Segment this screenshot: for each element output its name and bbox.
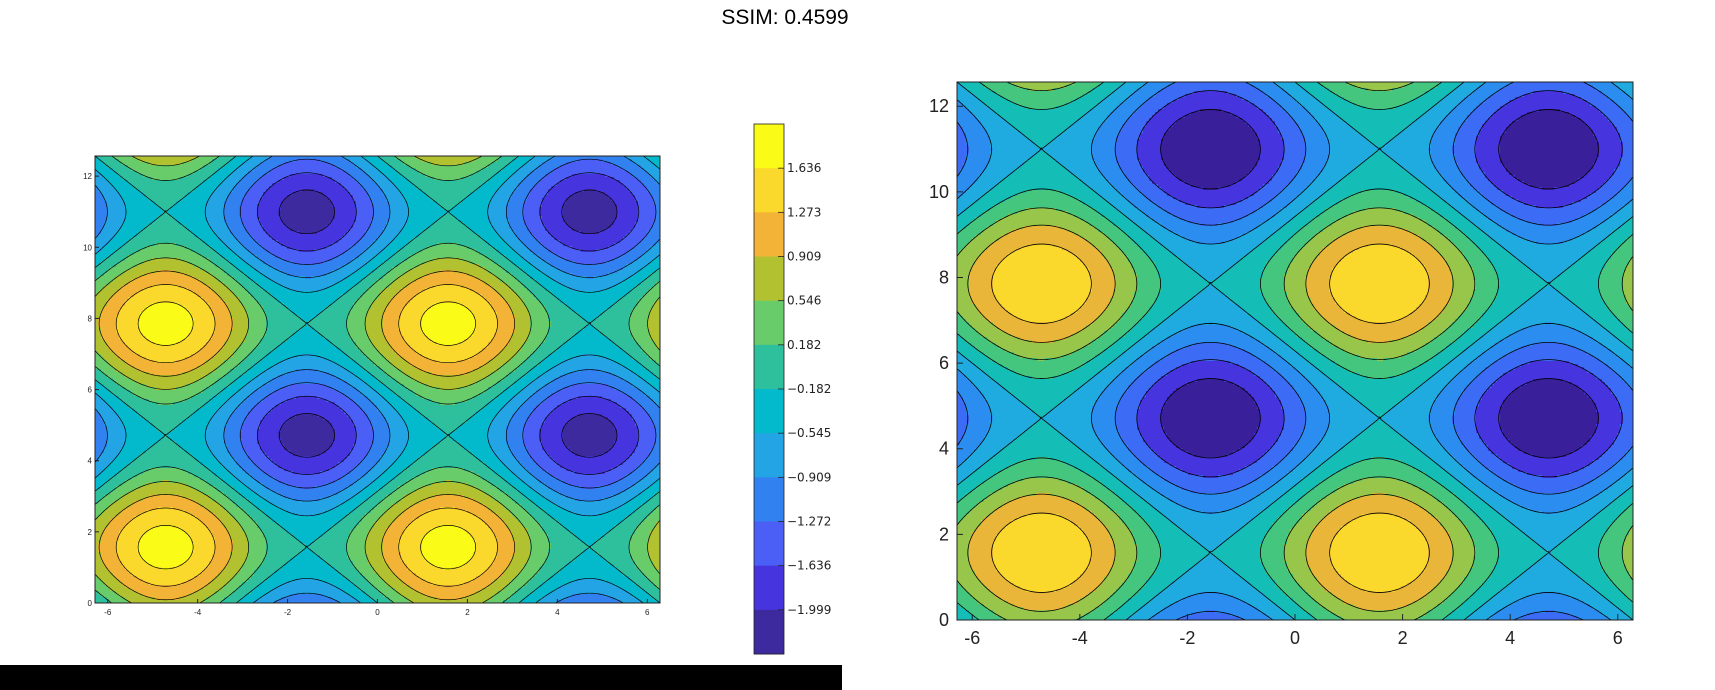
right-contour-plot: -6 -4 -2 0 2 4 6 0 2 4 6 8 10 12 [929,81,1634,648]
colorbar-swatch [754,389,784,434]
colorbar-swatch [754,433,784,478]
colorbar-swatch [754,565,784,611]
colorbar-swatch [754,477,784,522]
right-contour-plot-fill [957,82,1633,620]
contour-line-9 [115,284,498,587]
x-tick-label: 6 [645,608,650,617]
x-tick-label: 4 [1505,628,1515,648]
colorbar-tick-label: −1.999 [787,603,831,617]
colorbar-tick-label: 0.182 [787,338,821,352]
x-tick-label: -2 [284,608,292,617]
contour-line-5 [95,156,660,603]
colorbar-swatch [754,300,784,346]
x-tick-label: 2 [1398,628,1408,648]
y-tick-label: 12 [929,96,949,116]
colorbar-tick-label: −0.909 [787,470,831,484]
colorbar-swatch [754,168,784,213]
colorbar-tick-label: 1.636 [787,161,821,175]
x-tick-label: 4 [555,608,560,617]
y-tick-label: 6 [88,386,93,395]
y-tick-label: 0 [939,610,949,630]
x-tick-label: -6 [964,628,980,648]
contour-line-4 [957,82,1633,620]
contour-line-8 [991,243,1430,593]
contour-line-6 [95,156,660,603]
x-tick-label: -4 [1072,628,1088,648]
x-tick-label: 6 [1613,628,1623,648]
contour-line-0 [278,189,618,458]
y-tick-label: 2 [939,524,949,544]
page-title: SSIM: 0.4599 [721,6,849,29]
y-tick-label: 10 [83,243,92,252]
y-tick-label: 10 [929,182,949,202]
colorbar-tick-label: −1.272 [787,515,831,529]
y-tick-label: 8 [939,267,949,287]
x-tick-label: -2 [1179,628,1195,648]
contour-line-1 [1136,90,1623,478]
y-tick-label: 0 [88,599,93,608]
x-tick-label: -6 [104,608,112,617]
left-contour-plot-contour-lines [95,156,660,603]
x-tick-label: -4 [194,608,202,617]
y-tick-label: 12 [83,172,92,181]
y-tick-label: 6 [939,353,949,373]
contour-line-6 [957,82,1633,620]
colorbar-tick-label: 0.546 [787,294,821,308]
colorbar-swatch [754,256,784,302]
colorbar-tick-label: −0.545 [787,426,831,440]
y-tick-label: 8 [88,314,93,323]
y-tick-label: 2 [88,528,93,537]
colorbar-swatch [754,212,784,257]
contour-line-10 [137,301,476,570]
colorbar-tick-label: −1.636 [787,559,831,573]
contour-line-2 [239,158,657,489]
y-tick-label: 4 [939,439,949,459]
right-contour-plot-contour-lines [957,82,1633,620]
colorbar-tick-label: −0.182 [787,382,831,396]
colorbar-swatch [754,609,784,655]
black-bar [0,665,842,690]
contour-line-0 [1160,109,1599,459]
contour-line-7 [967,224,1454,612]
contour-line-5 [957,82,1633,620]
contour-line-1 [257,172,640,475]
left-contour-plot: -6 -4 -2 0 2 4 6 0 2 4 6 8 10 12 [83,155,661,617]
colorbar: 1.636 1.273 0.909 0.546 0.182 −0.182 −0.545 −0.… [753,123,831,655]
x-tick-label: 2 [465,608,470,617]
colorbar-tick-label: 1.273 [787,205,821,219]
x-tick-label: 0 [375,608,380,617]
x-tick-label: 0 [1290,628,1300,648]
colorbar-tick-label: 0.909 [787,250,821,264]
colorbar-swatch [754,124,784,169]
contour-line-8 [98,270,515,601]
colorbar-swatch [754,521,784,567]
y-tick-label: 4 [88,457,93,466]
colorbar-swatch [754,344,784,390]
